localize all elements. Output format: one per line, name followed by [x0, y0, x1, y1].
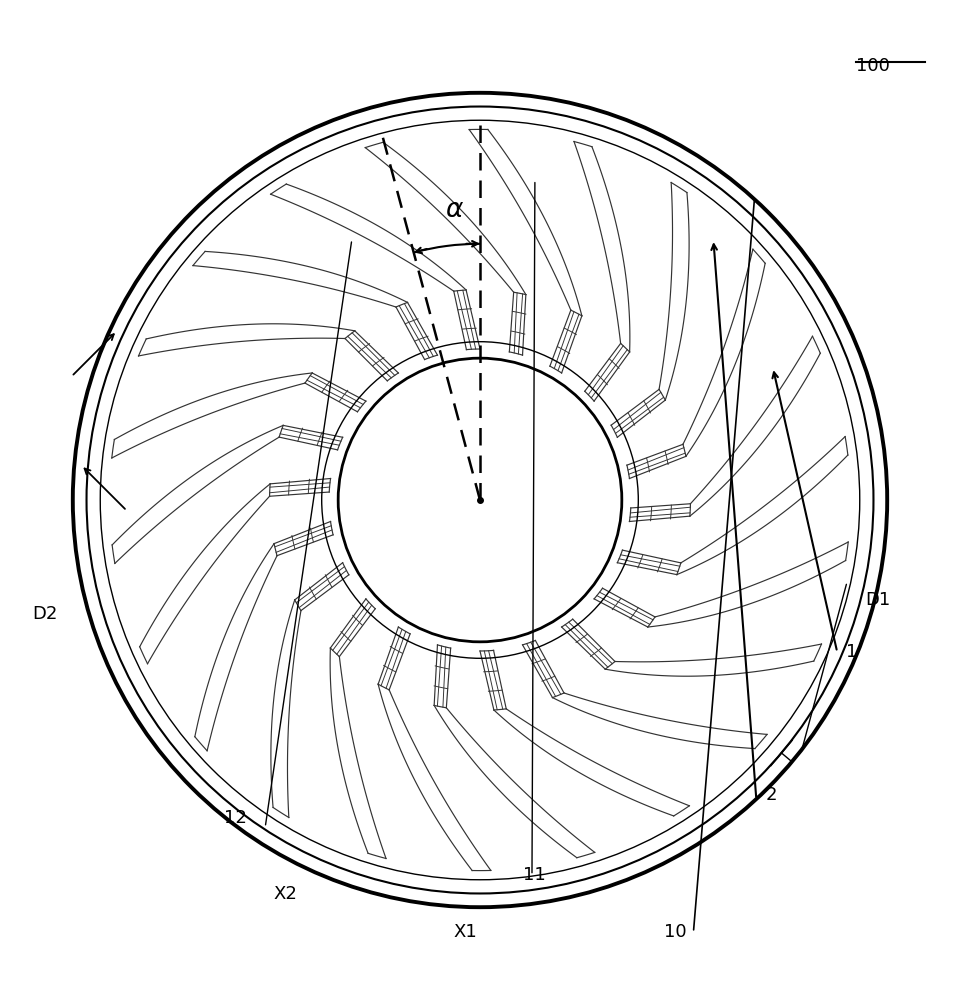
- Text: 100: 100: [856, 57, 890, 75]
- Text: C0: C0: [514, 496, 537, 514]
- Text: 10: 10: [663, 923, 686, 941]
- Text: D2: D2: [33, 605, 59, 623]
- Text: D1: D1: [865, 591, 891, 609]
- Text: X1: X1: [454, 923, 478, 941]
- Text: 12: 12: [224, 809, 247, 827]
- Circle shape: [338, 358, 622, 642]
- Text: 1: 1: [847, 643, 858, 661]
- Text: X2: X2: [273, 885, 297, 903]
- Text: 11: 11: [523, 866, 545, 884]
- Text: 2: 2: [765, 786, 777, 804]
- Text: $\alpha$: $\alpha$: [445, 197, 465, 223]
